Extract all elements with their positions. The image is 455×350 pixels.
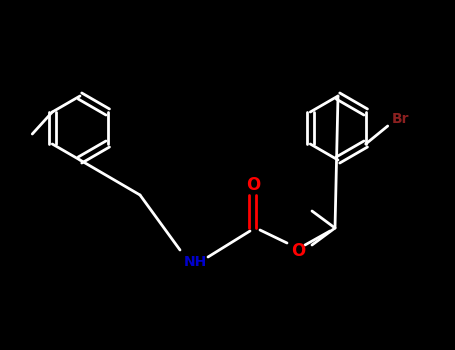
Text: Br: Br	[392, 112, 410, 126]
Text: O: O	[291, 242, 305, 260]
Text: O: O	[246, 176, 260, 194]
Text: NH: NH	[183, 255, 207, 269]
